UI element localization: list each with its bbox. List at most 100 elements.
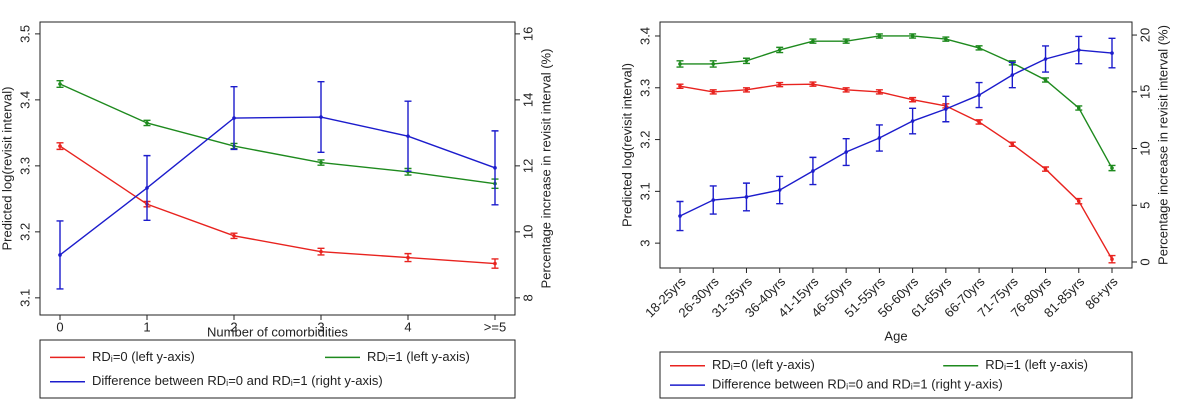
- point: [844, 150, 848, 154]
- point: [1043, 57, 1048, 61]
- x-tick-label: 0: [56, 319, 63, 334]
- point: [319, 249, 323, 254]
- y-tick-label: 3.4: [17, 91, 32, 109]
- point: [678, 214, 682, 218]
- point: [58, 82, 62, 86]
- point: [777, 188, 782, 192]
- point: [910, 97, 915, 102]
- legend-box: [659, 351, 1133, 399]
- point: [877, 34, 882, 38]
- y-tick-label: 3: [637, 240, 652, 247]
- point: [711, 90, 716, 94]
- y2-tick-label: 16: [520, 27, 535, 41]
- point: [493, 166, 497, 170]
- point: [406, 134, 410, 138]
- y-tick-label: 3.3: [637, 79, 652, 97]
- panel: 33.13.23.33.40510152018-25yrs26-30yrs31-…: [619, 21, 1170, 399]
- point: [1076, 106, 1081, 110]
- series-line: [59, 83, 496, 185]
- legend-label: RDᵢ=1 (left y-axis): [367, 349, 470, 364]
- plot-frame: [39, 21, 516, 316]
- x-tick-label: 3: [317, 319, 324, 334]
- point: [977, 46, 981, 50]
- point: [744, 88, 749, 92]
- point: [944, 107, 948, 111]
- y2-tick-label: 20: [1137, 28, 1152, 42]
- plot-frame: [659, 21, 1133, 269]
- x-axis-label: Age: [884, 328, 907, 343]
- point: [844, 39, 848, 43]
- point: [145, 121, 149, 125]
- series-line: [679, 49, 1113, 217]
- point: [977, 93, 981, 97]
- point: [711, 62, 716, 66]
- point: [711, 198, 716, 202]
- legend-label: RDᵢ=0 (left y-axis): [92, 349, 195, 364]
- point: [1010, 142, 1015, 147]
- point: [877, 90, 882, 94]
- point: [319, 160, 323, 165]
- point: [944, 37, 948, 41]
- y2-tick-label: 12: [520, 159, 535, 173]
- series-line: [59, 116, 496, 256]
- y-axis-label: Predicted log(revisit interval): [0, 86, 14, 250]
- point: [58, 253, 62, 257]
- y2-tick-label: 14: [520, 93, 535, 107]
- y2-tick-label: 10: [1137, 141, 1152, 155]
- point: [1043, 78, 1048, 82]
- y-tick-label: 3.5: [17, 25, 32, 43]
- point: [145, 186, 149, 190]
- point: [844, 88, 848, 92]
- y-tick-label: 3.4: [637, 27, 652, 45]
- point: [744, 195, 749, 199]
- point: [811, 169, 815, 173]
- x-tick-label: >=5: [484, 319, 506, 334]
- y2-tick-label: 15: [1137, 85, 1152, 99]
- x-tick-label: 2: [230, 319, 237, 334]
- legend-label: Difference between RDᵢ=0 and RDᵢ=1 (righ…: [92, 373, 383, 388]
- point: [977, 120, 981, 124]
- point: [777, 82, 782, 87]
- point: [58, 144, 62, 148]
- point: [811, 39, 815, 43]
- y-tick-label: 3.2: [637, 131, 652, 149]
- point: [319, 115, 323, 119]
- point: [1010, 73, 1015, 77]
- y2-tick-label: 8: [520, 294, 535, 301]
- point: [1076, 48, 1081, 52]
- y-axis-label: Predicted log(revisit interval): [619, 63, 634, 227]
- point: [910, 34, 915, 38]
- point: [232, 116, 236, 120]
- y-tick-label: 3.1: [637, 182, 652, 200]
- point: [811, 82, 815, 86]
- y2-tick-label: 5: [1137, 202, 1152, 209]
- point: [877, 136, 882, 140]
- point: [744, 59, 749, 63]
- point: [493, 261, 497, 266]
- point: [678, 62, 682, 66]
- point: [678, 84, 682, 89]
- legend-label: RDᵢ=0 (left y-axis): [712, 357, 815, 372]
- y2-axis-label: Percentage increase in revisit interval …: [538, 49, 553, 289]
- x-tick-label: 86+yrs: [1082, 274, 1121, 313]
- x-tick-label: 1: [143, 319, 150, 334]
- point: [1110, 166, 1114, 170]
- point: [232, 234, 236, 238]
- legend-box: [39, 339, 516, 399]
- series-line: [679, 83, 1113, 260]
- point: [1076, 199, 1081, 203]
- series-line: [59, 145, 496, 265]
- point: [1110, 257, 1114, 261]
- point: [1043, 167, 1048, 171]
- y2-tick-label: 0: [1137, 258, 1152, 265]
- point: [406, 255, 410, 260]
- series-line: [680, 35, 1113, 169]
- y-tick-label: 3.2: [17, 223, 32, 241]
- x-axis-label: Number of comorbidities: [207, 324, 348, 339]
- legend-label: RDᵢ=1 (left y-axis): [985, 357, 1088, 372]
- point: [910, 119, 915, 123]
- y2-axis-label: Percentage increase in revisit interval …: [1155, 25, 1170, 265]
- y-tick-label: 3.1: [17, 289, 32, 307]
